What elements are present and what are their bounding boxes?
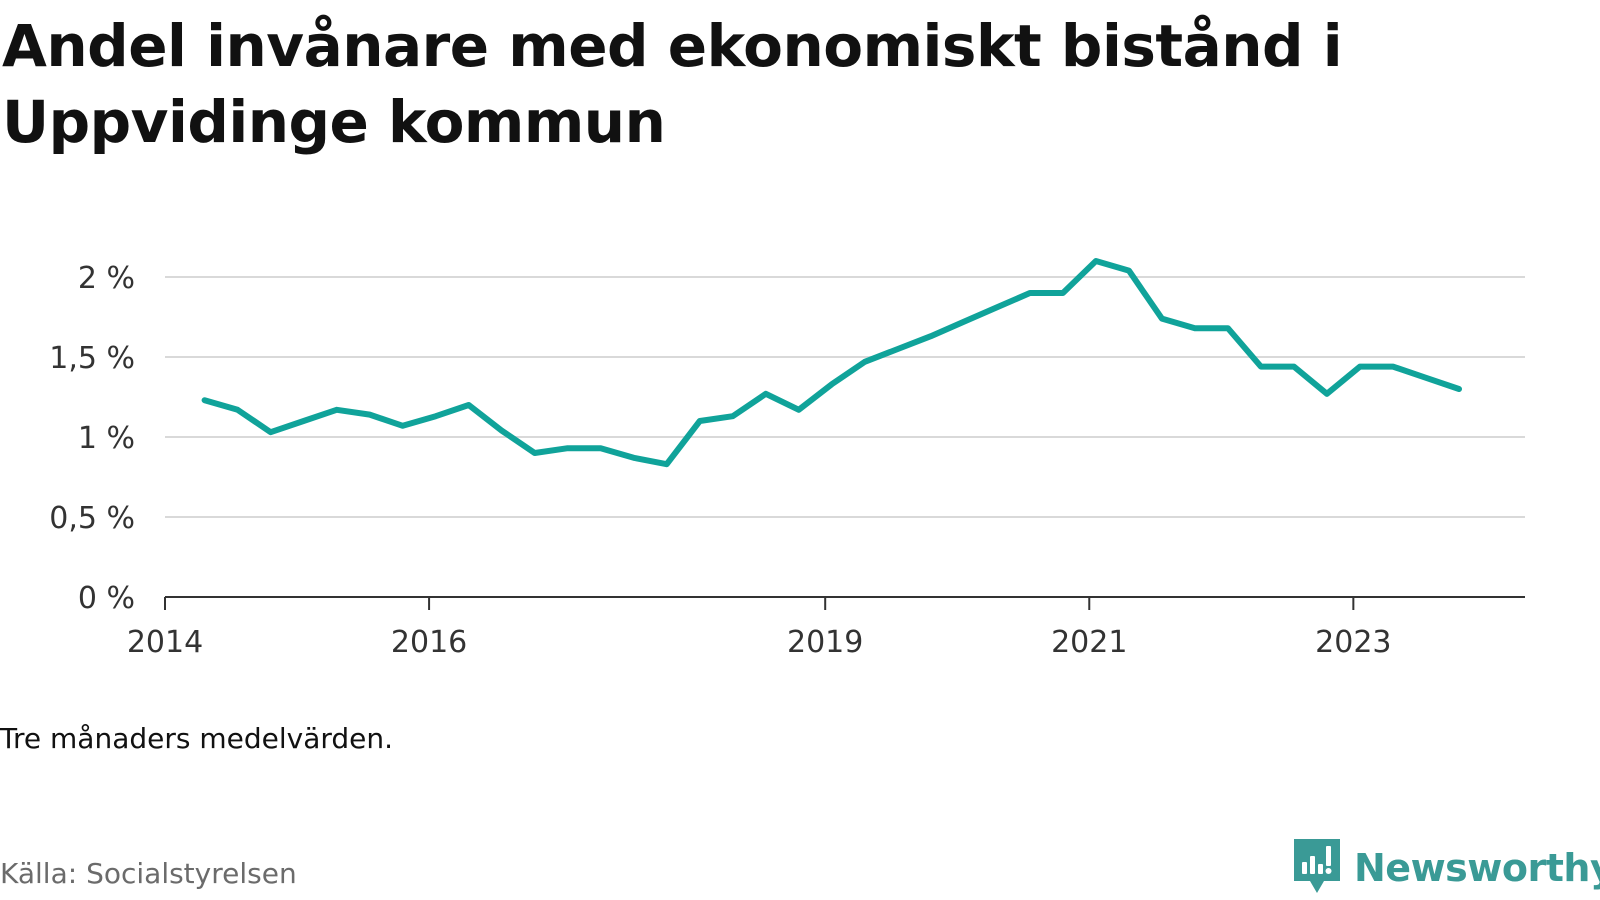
data-point xyxy=(433,413,439,419)
x-tick-label: 2023 xyxy=(1315,625,1391,660)
data-point xyxy=(829,381,835,387)
data-point xyxy=(697,418,703,424)
brand-logo[interactable]: Newsworthy xyxy=(1292,838,1600,898)
data-point xyxy=(796,407,802,413)
data-point xyxy=(235,407,241,413)
x-tick-label: 2014 xyxy=(127,625,203,660)
data-point xyxy=(895,346,901,352)
x-tick-label: 2019 xyxy=(787,625,863,660)
data-point xyxy=(202,397,208,403)
grid-lines xyxy=(165,276,1525,518)
newsworthy-logo-icon xyxy=(1292,837,1342,899)
data-point xyxy=(1357,364,1363,370)
y-tick-label: 0,5 % xyxy=(49,501,135,536)
data-point xyxy=(598,445,604,451)
data-point xyxy=(928,333,934,339)
y-axis-labels: 0 % 0,5 % 1 % 1,5 % 2 % xyxy=(49,261,135,616)
data-point xyxy=(730,413,736,419)
data-point xyxy=(565,445,571,451)
y-tick-label: 2 % xyxy=(78,261,135,296)
data-point xyxy=(1126,268,1132,274)
chart-title: Andel invånare med ekonomiskt bistånd i … xyxy=(2,12,1343,156)
data-point xyxy=(862,359,868,365)
data-point xyxy=(631,455,637,461)
data-point xyxy=(763,391,769,397)
y-tick-label: 1 % xyxy=(78,421,135,456)
series-line xyxy=(201,258,1462,468)
data-point xyxy=(1093,258,1099,264)
data-point xyxy=(1159,316,1165,322)
data-point xyxy=(1027,290,1033,296)
line-chart: 0 % 0,5 % 1 % 1,5 % 2 % 2014 2016 2019 2021 2023 xyxy=(49,258,1525,660)
y-tick-label: 0 % xyxy=(78,581,135,616)
data-point xyxy=(1456,386,1462,392)
data-point xyxy=(961,319,967,325)
data-point xyxy=(400,423,406,429)
data-point xyxy=(532,450,538,456)
series-group xyxy=(201,258,1462,468)
data-point xyxy=(268,429,274,435)
x-axis-ticks: 2014 2016 2019 2021 2023 xyxy=(127,597,1392,660)
data-point xyxy=(1291,364,1297,370)
data-point xyxy=(1192,325,1198,331)
data-point xyxy=(466,402,472,408)
data-point xyxy=(499,428,505,434)
brand-name: Newsworthy xyxy=(1354,846,1600,890)
y-tick-label: 1,5 % xyxy=(49,341,135,376)
data-point xyxy=(367,412,373,418)
data-point xyxy=(1225,325,1231,331)
data-point xyxy=(1423,375,1429,381)
data-point xyxy=(1324,391,1330,397)
chart-note: Tre månaders medelvärden. xyxy=(0,722,394,755)
data-point xyxy=(1060,290,1066,296)
data-point xyxy=(664,461,670,467)
data-point xyxy=(1258,364,1264,370)
data-point xyxy=(334,407,340,413)
x-tick-label: 2016 xyxy=(391,625,467,660)
data-point xyxy=(301,418,307,424)
x-tick-label: 2021 xyxy=(1051,625,1127,660)
source-text: Källa: Socialstyrelsen xyxy=(0,857,297,890)
data-point xyxy=(1390,364,1396,370)
data-point xyxy=(994,304,1000,310)
